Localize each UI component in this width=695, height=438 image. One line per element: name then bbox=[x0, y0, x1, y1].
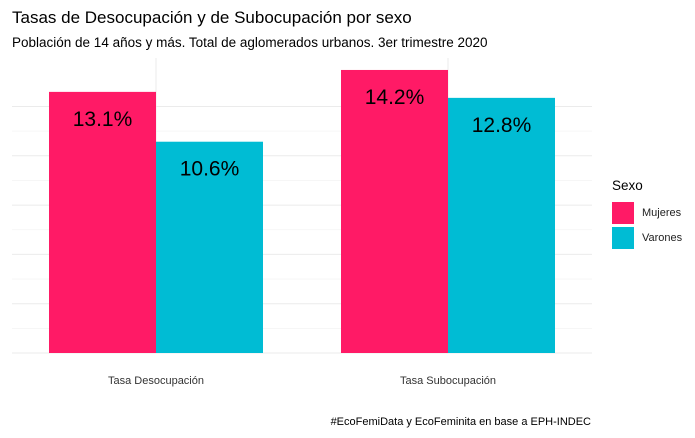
legend-item-mujeres: Mujeres bbox=[612, 200, 682, 225]
legend-swatch-mujeres bbox=[612, 201, 634, 224]
data-label-mujeres-2: 14.2% bbox=[365, 86, 425, 109]
legend: Sexo Mujeres Varones bbox=[612, 178, 682, 250]
x-tick-labels: Tasa Desocupación Tasa Subocupación bbox=[108, 375, 496, 387]
data-labels: 13.1% 14.2% 10.6% 12.8% bbox=[73, 86, 532, 181]
legend-item-varones: Varones bbox=[612, 225, 682, 250]
bars bbox=[49, 69, 555, 353]
legend-title: Sexo bbox=[612, 178, 643, 193]
chart-title: Tasas de Desocupación y de Subocupación … bbox=[12, 8, 412, 27]
x-tick-label-1: Tasa Desocupación bbox=[108, 375, 204, 387]
data-label-mujeres-1: 13.1% bbox=[73, 108, 133, 131]
data-label-varones-1: 10.6% bbox=[180, 158, 240, 181]
data-label-varones-2: 12.8% bbox=[472, 114, 532, 137]
legend-label-mujeres: Mujeres bbox=[642, 206, 682, 219]
chart-caption: #EcoFemiData y EcoFeminita en base a EPH… bbox=[330, 416, 591, 428]
bar-varones-1 bbox=[156, 141, 263, 353]
chart-subtitle: Población de 14 años y más. Total de agl… bbox=[12, 35, 488, 50]
bar-varones-2 bbox=[448, 97, 555, 353]
legend-swatch-varones bbox=[612, 226, 634, 249]
x-tick-label-2: Tasa Subocupación bbox=[400, 375, 496, 387]
bar-mujeres-1 bbox=[49, 91, 156, 353]
legend-label-varones: Varones bbox=[642, 231, 683, 244]
bar-mujeres-2 bbox=[341, 69, 448, 353]
